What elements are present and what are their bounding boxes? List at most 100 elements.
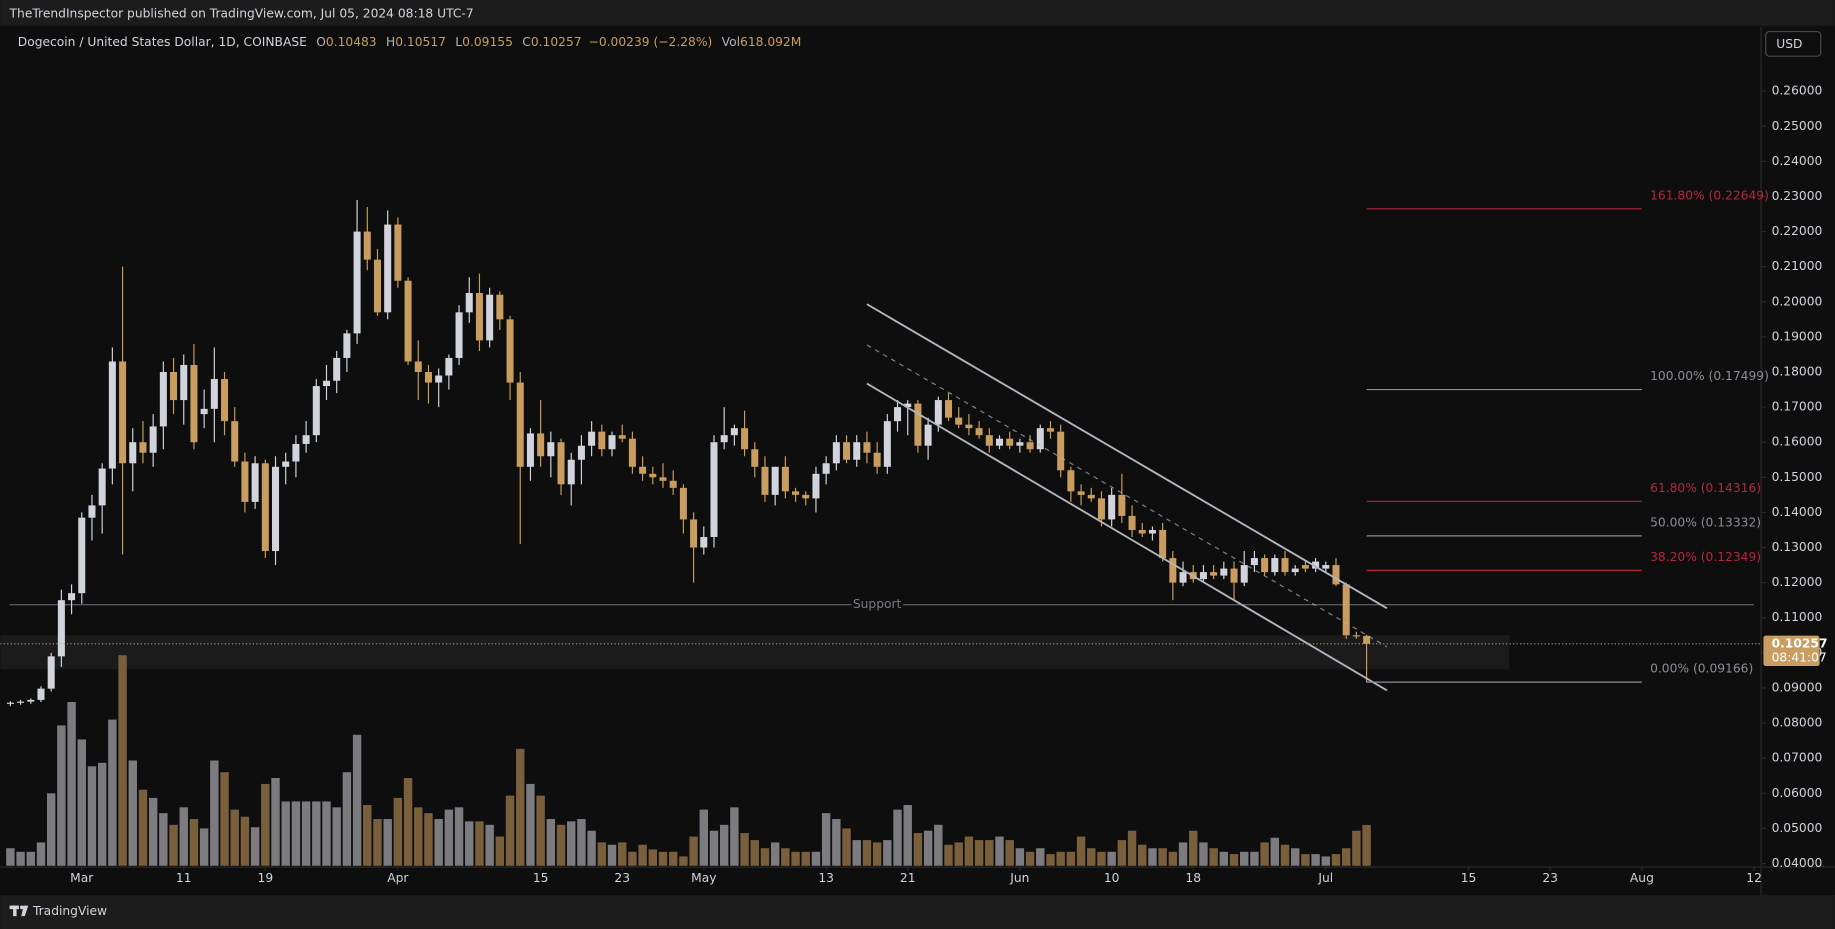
volume-bar	[495, 836, 505, 866]
volume-bar	[597, 842, 607, 866]
legend-key: O	[316, 35, 326, 49]
volume-bar	[577, 819, 586, 866]
volume-bar	[118, 655, 127, 866]
volume-bar	[414, 807, 423, 866]
candle-body	[496, 294, 504, 320]
candle-body	[1057, 431, 1065, 471]
volume-bar	[638, 844, 647, 866]
candle-body	[945, 400, 953, 418]
candle-body	[414, 361, 422, 372]
candle-body	[1108, 494, 1116, 520]
volume-bar	[128, 760, 137, 866]
volume-bar	[189, 819, 199, 866]
volume-bar	[1270, 837, 1280, 866]
legend-value: 0.09155	[462, 35, 513, 49]
volume-bar	[770, 842, 780, 866]
chart-header: Dogecoin / United States Dollar, 1D, COI…	[18, 35, 802, 49]
fib-label: 50.00% (0.13332)	[1650, 515, 1761, 529]
candle-body	[904, 403, 912, 408]
volume-bar	[1036, 848, 1045, 866]
fib-label: 61.80% (0.14316)	[1650, 481, 1761, 495]
volume-bar	[1138, 844, 1147, 866]
volume-bar	[872, 842, 882, 866]
volume-bar	[811, 851, 821, 866]
volume-bar	[801, 851, 810, 866]
legend-value: 0.10517	[395, 35, 446, 49]
volume-bar	[108, 719, 117, 866]
volume-bar	[240, 816, 250, 866]
volume-bar	[617, 842, 627, 866]
volume-bar	[97, 762, 107, 866]
candle-body	[598, 431, 606, 450]
candle-body	[1036, 428, 1044, 450]
x-tick-label: 23	[614, 871, 630, 885]
candle-body	[1026, 442, 1034, 450]
candle-body	[343, 333, 351, 358]
volume-bar	[281, 801, 290, 866]
volume-bar	[1290, 848, 1300, 866]
candle-body	[272, 466, 280, 552]
volume-bar	[587, 830, 596, 866]
fib-label: 161.80% (0.22649)	[1650, 188, 1769, 202]
volume-bar	[322, 801, 331, 866]
volume-bar	[883, 840, 892, 866]
candle-body	[353, 231, 361, 334]
volume-bar	[1015, 848, 1025, 866]
y-tick-label: 0.05000	[1772, 821, 1823, 835]
y-tick-label: 0.04000	[1772, 856, 1823, 870]
candle-body	[27, 699, 35, 702]
volume-bar	[1219, 851, 1229, 866]
candle-body	[679, 487, 687, 520]
candle-body	[1138, 529, 1146, 534]
x-tick-label: Jul	[1317, 871, 1333, 885]
candle-body	[1006, 438, 1014, 446]
candle-body	[894, 407, 902, 422]
brand-logo	[9, 905, 29, 917]
volume-bar	[1362, 824, 1371, 866]
candle-body	[312, 386, 320, 436]
candle-body	[6, 702, 14, 704]
x-tick-label: Jun	[1009, 871, 1029, 885]
volume-bar	[261, 783, 270, 866]
currency-button[interactable]	[1765, 31, 1822, 57]
volume-bar	[964, 836, 974, 866]
legend-key: C	[522, 35, 531, 49]
volume-bar	[709, 830, 719, 866]
volume-bar	[1229, 854, 1239, 866]
volume-bar	[444, 809, 454, 866]
volume-bar	[832, 819, 841, 866]
volume-bar	[16, 851, 25, 866]
channel-lower	[866, 382, 1388, 692]
candle-body	[221, 379, 229, 422]
y-tick-label: 0.06000	[1772, 786, 1823, 800]
candle-body	[1240, 565, 1248, 583]
fib-label: 38.20% (0.12349)	[1650, 550, 1761, 564]
ohlc-legend: O0.10483 H0.10517 L0.09155 C0.10257 −0.00239…	[316, 35, 801, 49]
volume-bar	[159, 813, 168, 866]
candle-body	[1199, 572, 1207, 580]
volume-bar	[1301, 854, 1310, 866]
volume-bar	[1341, 848, 1351, 866]
y-tick-label: 0.21000	[1772, 259, 1823, 273]
volume-bar	[57, 725, 66, 866]
channel-middle	[866, 344, 1388, 648]
candle-body	[333, 357, 341, 381]
candle-body	[119, 361, 127, 464]
currency-label[interactable]: USD	[1776, 37, 1802, 51]
candle-body	[17, 701, 25, 703]
candle-body	[241, 461, 249, 502]
x-tick-label: 11	[176, 871, 192, 885]
volume-bar	[1311, 854, 1320, 866]
volume-bar	[750, 840, 759, 866]
candle-body	[659, 477, 667, 481]
y-tick-label: 0.18000	[1772, 364, 1823, 378]
candle-body	[639, 466, 647, 474]
fib-label: 0.00% (0.09166)	[1650, 662, 1753, 676]
y-tick-label: 0.17000	[1772, 400, 1823, 414]
candle-body	[384, 224, 392, 313]
volume-bar	[148, 797, 158, 866]
volume-bar	[923, 830, 933, 866]
volume-bar	[87, 766, 97, 866]
candle-body	[802, 494, 810, 499]
